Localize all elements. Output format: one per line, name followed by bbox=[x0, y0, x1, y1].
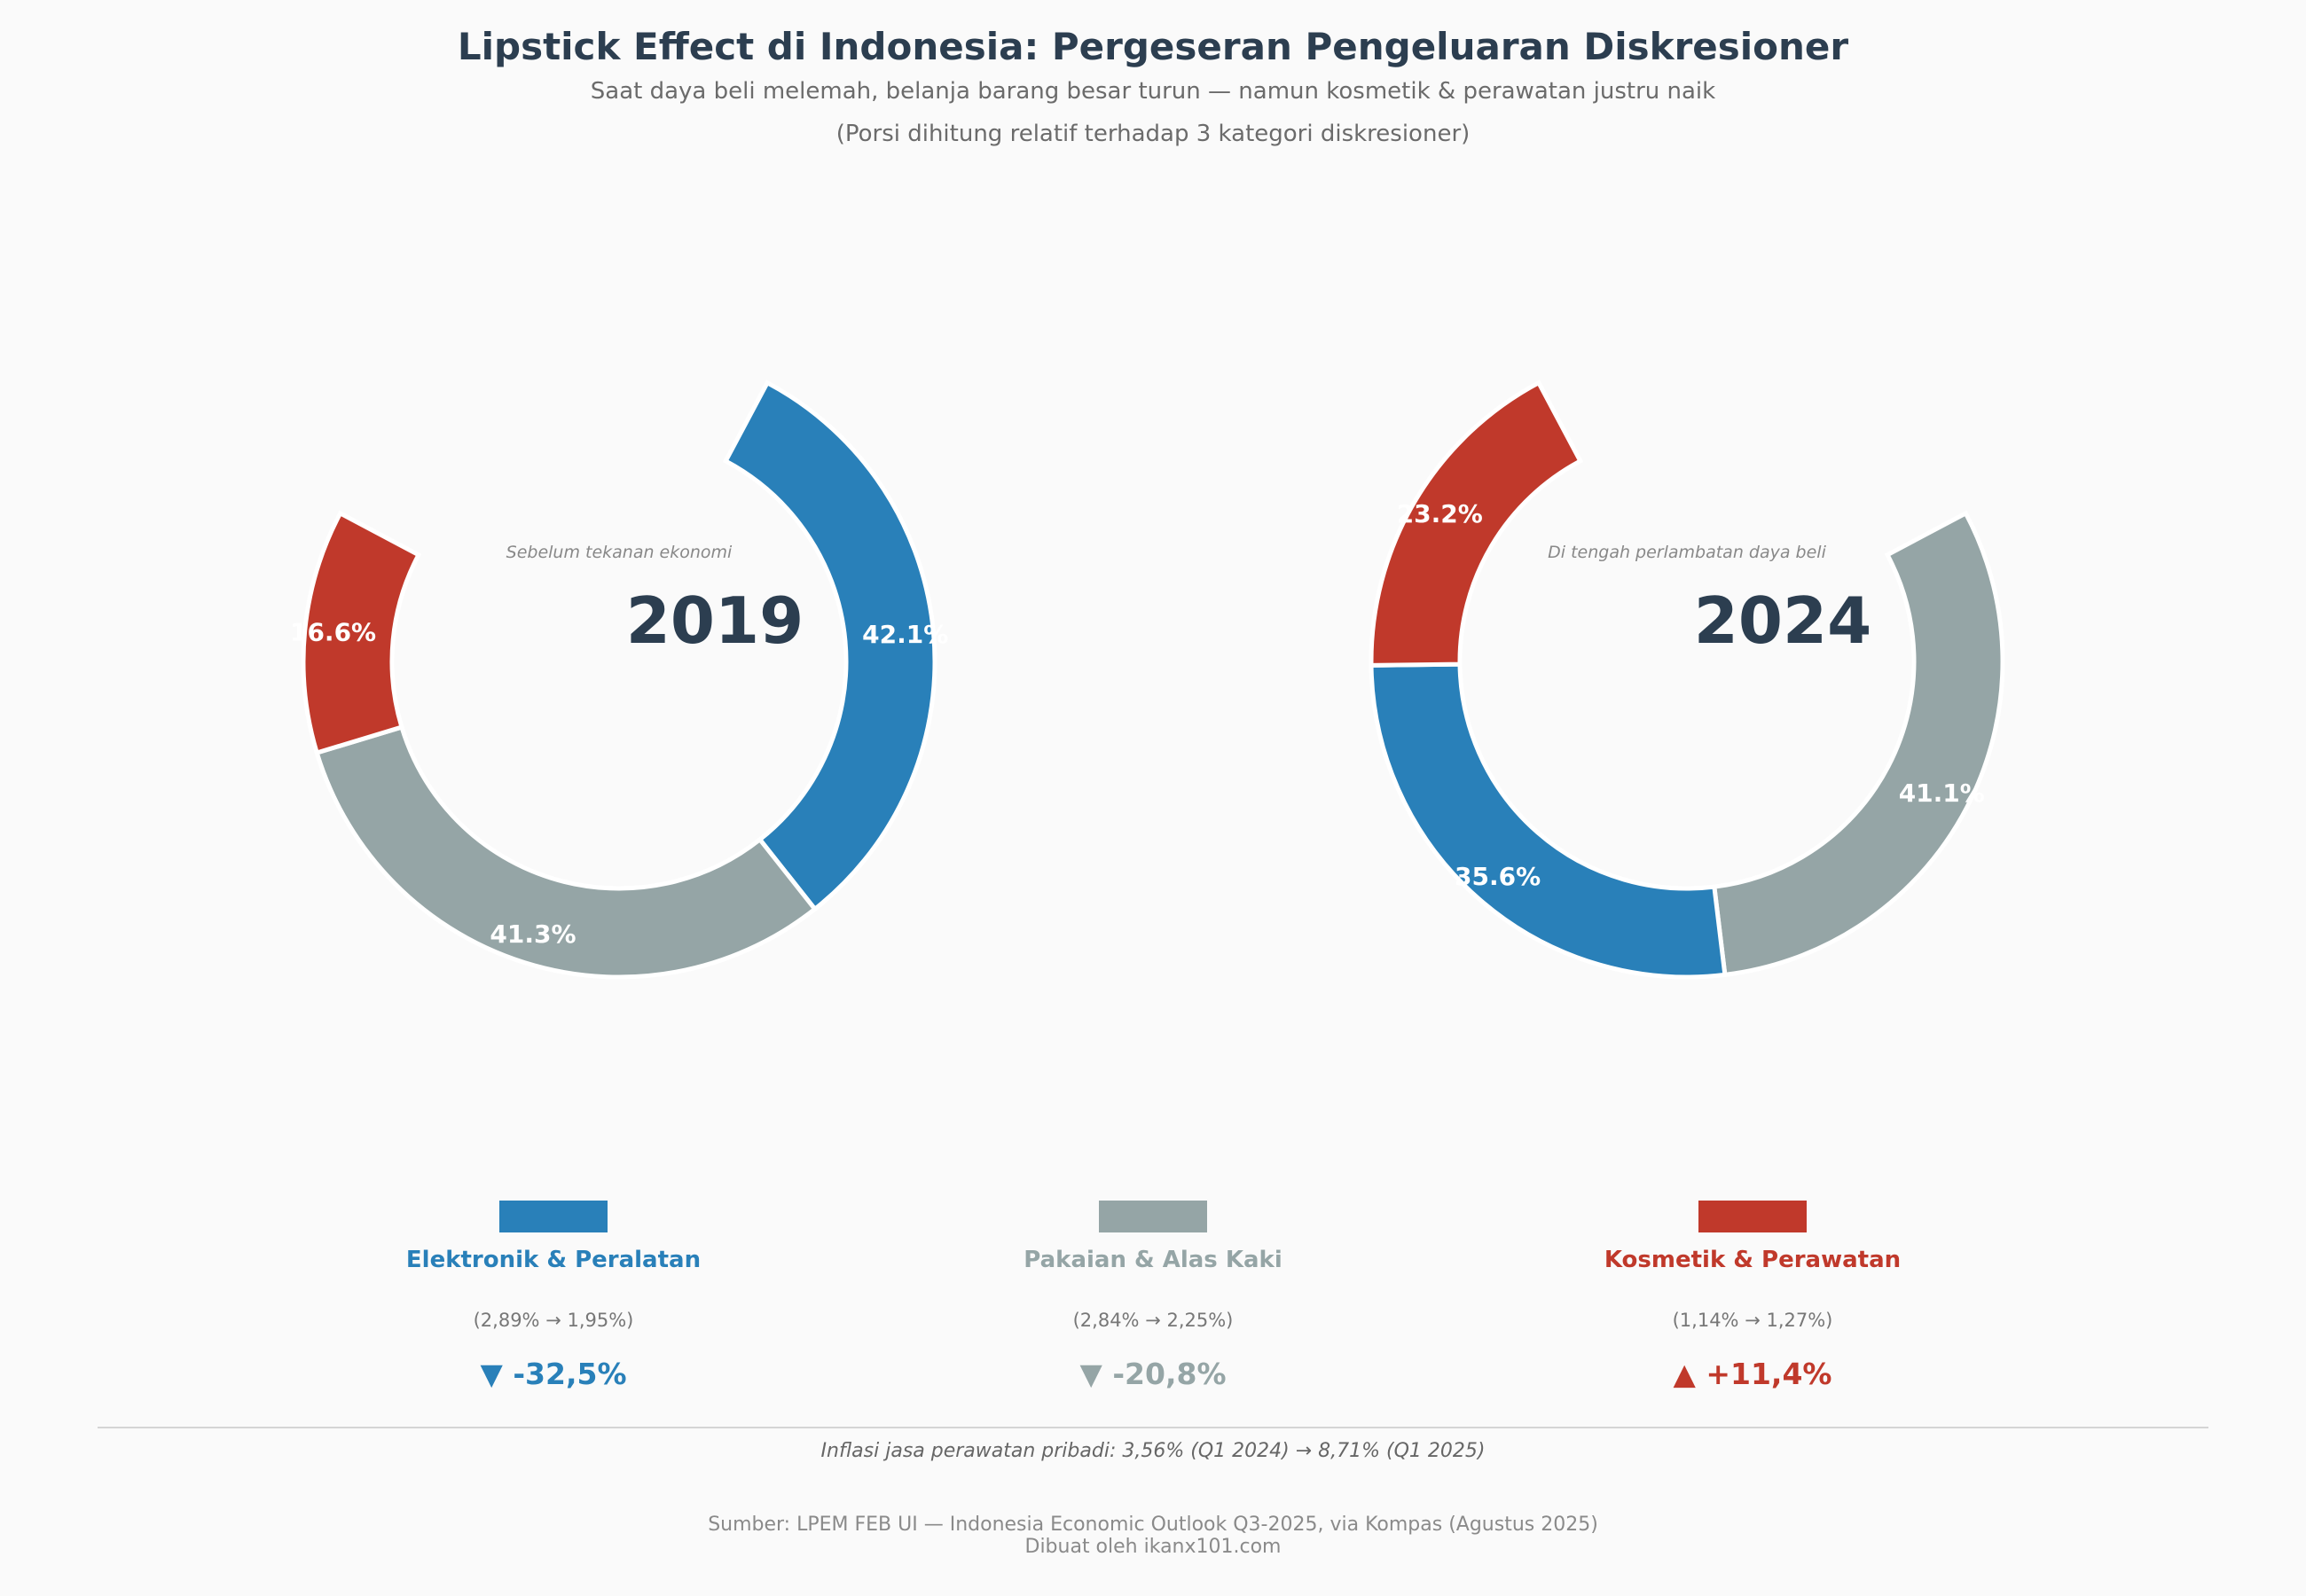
donut-2019-slice-label-1: 41.3% bbox=[490, 919, 576, 949]
credit-text: Dibuat oleh ikanx101.com bbox=[1024, 1536, 1282, 1558]
legend-label-elektronik: Elektronik & Peralatan bbox=[405, 1247, 702, 1273]
donut-2024-slice-label-1: 35.6% bbox=[1455, 862, 1541, 891]
chart-title: Lipstick Effect di Indonesia: Pergeseran… bbox=[457, 25, 1849, 68]
donut-2024-slice-1 bbox=[1369, 661, 1728, 980]
legend-change-kosmetik: ▲ +11,4% bbox=[1673, 1357, 1832, 1391]
chart-subtitle: Saat daya beli melemah, belanja barang b… bbox=[590, 78, 1716, 105]
legend-label-kosmetik: Kosmetik & Perawatan bbox=[1604, 1247, 1902, 1273]
legend-change-pakaian: ▼ -20,8% bbox=[1079, 1357, 1227, 1391]
footer-divider bbox=[98, 1427, 2208, 1428]
donut-2024-year: 2024 bbox=[1694, 583, 1871, 658]
legend-swatch-elektronik bbox=[499, 1201, 608, 1232]
donut-2019-slice-label-0: 42.1% bbox=[862, 620, 948, 649]
donut-2019-slice-0 bbox=[722, 379, 937, 912]
legend-change-elektronik: ▼ -32,5% bbox=[480, 1357, 627, 1391]
legend-range-pakaian: (2,84% → 2,25%) bbox=[1072, 1310, 1234, 1331]
chart-note: (Porsi dihitung relatif terhadap 3 kateg… bbox=[835, 121, 1471, 147]
donut-2024-slice-2 bbox=[1369, 379, 1584, 668]
inflation-note: Inflasi jasa perawatan pribadi: 3,56% (Q… bbox=[820, 1440, 1486, 1462]
donut-2019-slice-1 bbox=[314, 724, 819, 980]
legend-range-kosmetik: (1,14% → 1,27%) bbox=[1672, 1310, 1833, 1331]
legend-swatch-kosmetik bbox=[1698, 1201, 1807, 1232]
donut-2024-slice-0 bbox=[1712, 510, 2005, 978]
legend-swatch-pakaian bbox=[1099, 1201, 1207, 1232]
donut-2019-slice-label-2: 16.6% bbox=[290, 617, 376, 646]
source-text: Sumber: LPEM FEB UI — Indonesia Economic… bbox=[708, 1514, 1598, 1536]
donut-2024-slice-label-2: 23.2% bbox=[1397, 499, 1483, 528]
legend-range-elektronik: (2,89% → 1,95%) bbox=[473, 1310, 634, 1331]
donut-2024-slice-label-0: 41.1% bbox=[1899, 778, 1985, 808]
donut-2019-slice-2 bbox=[301, 510, 422, 756]
donut-2019-year: 2019 bbox=[626, 583, 804, 658]
donut-2019-caption: Sebelum tekanan ekonomi bbox=[506, 543, 733, 562]
donut-2024-caption: Di tengah perlambatan daya beli bbox=[1548, 543, 1826, 562]
legend-label-pakaian: Pakaian & Alas Kaki bbox=[1024, 1247, 1282, 1273]
